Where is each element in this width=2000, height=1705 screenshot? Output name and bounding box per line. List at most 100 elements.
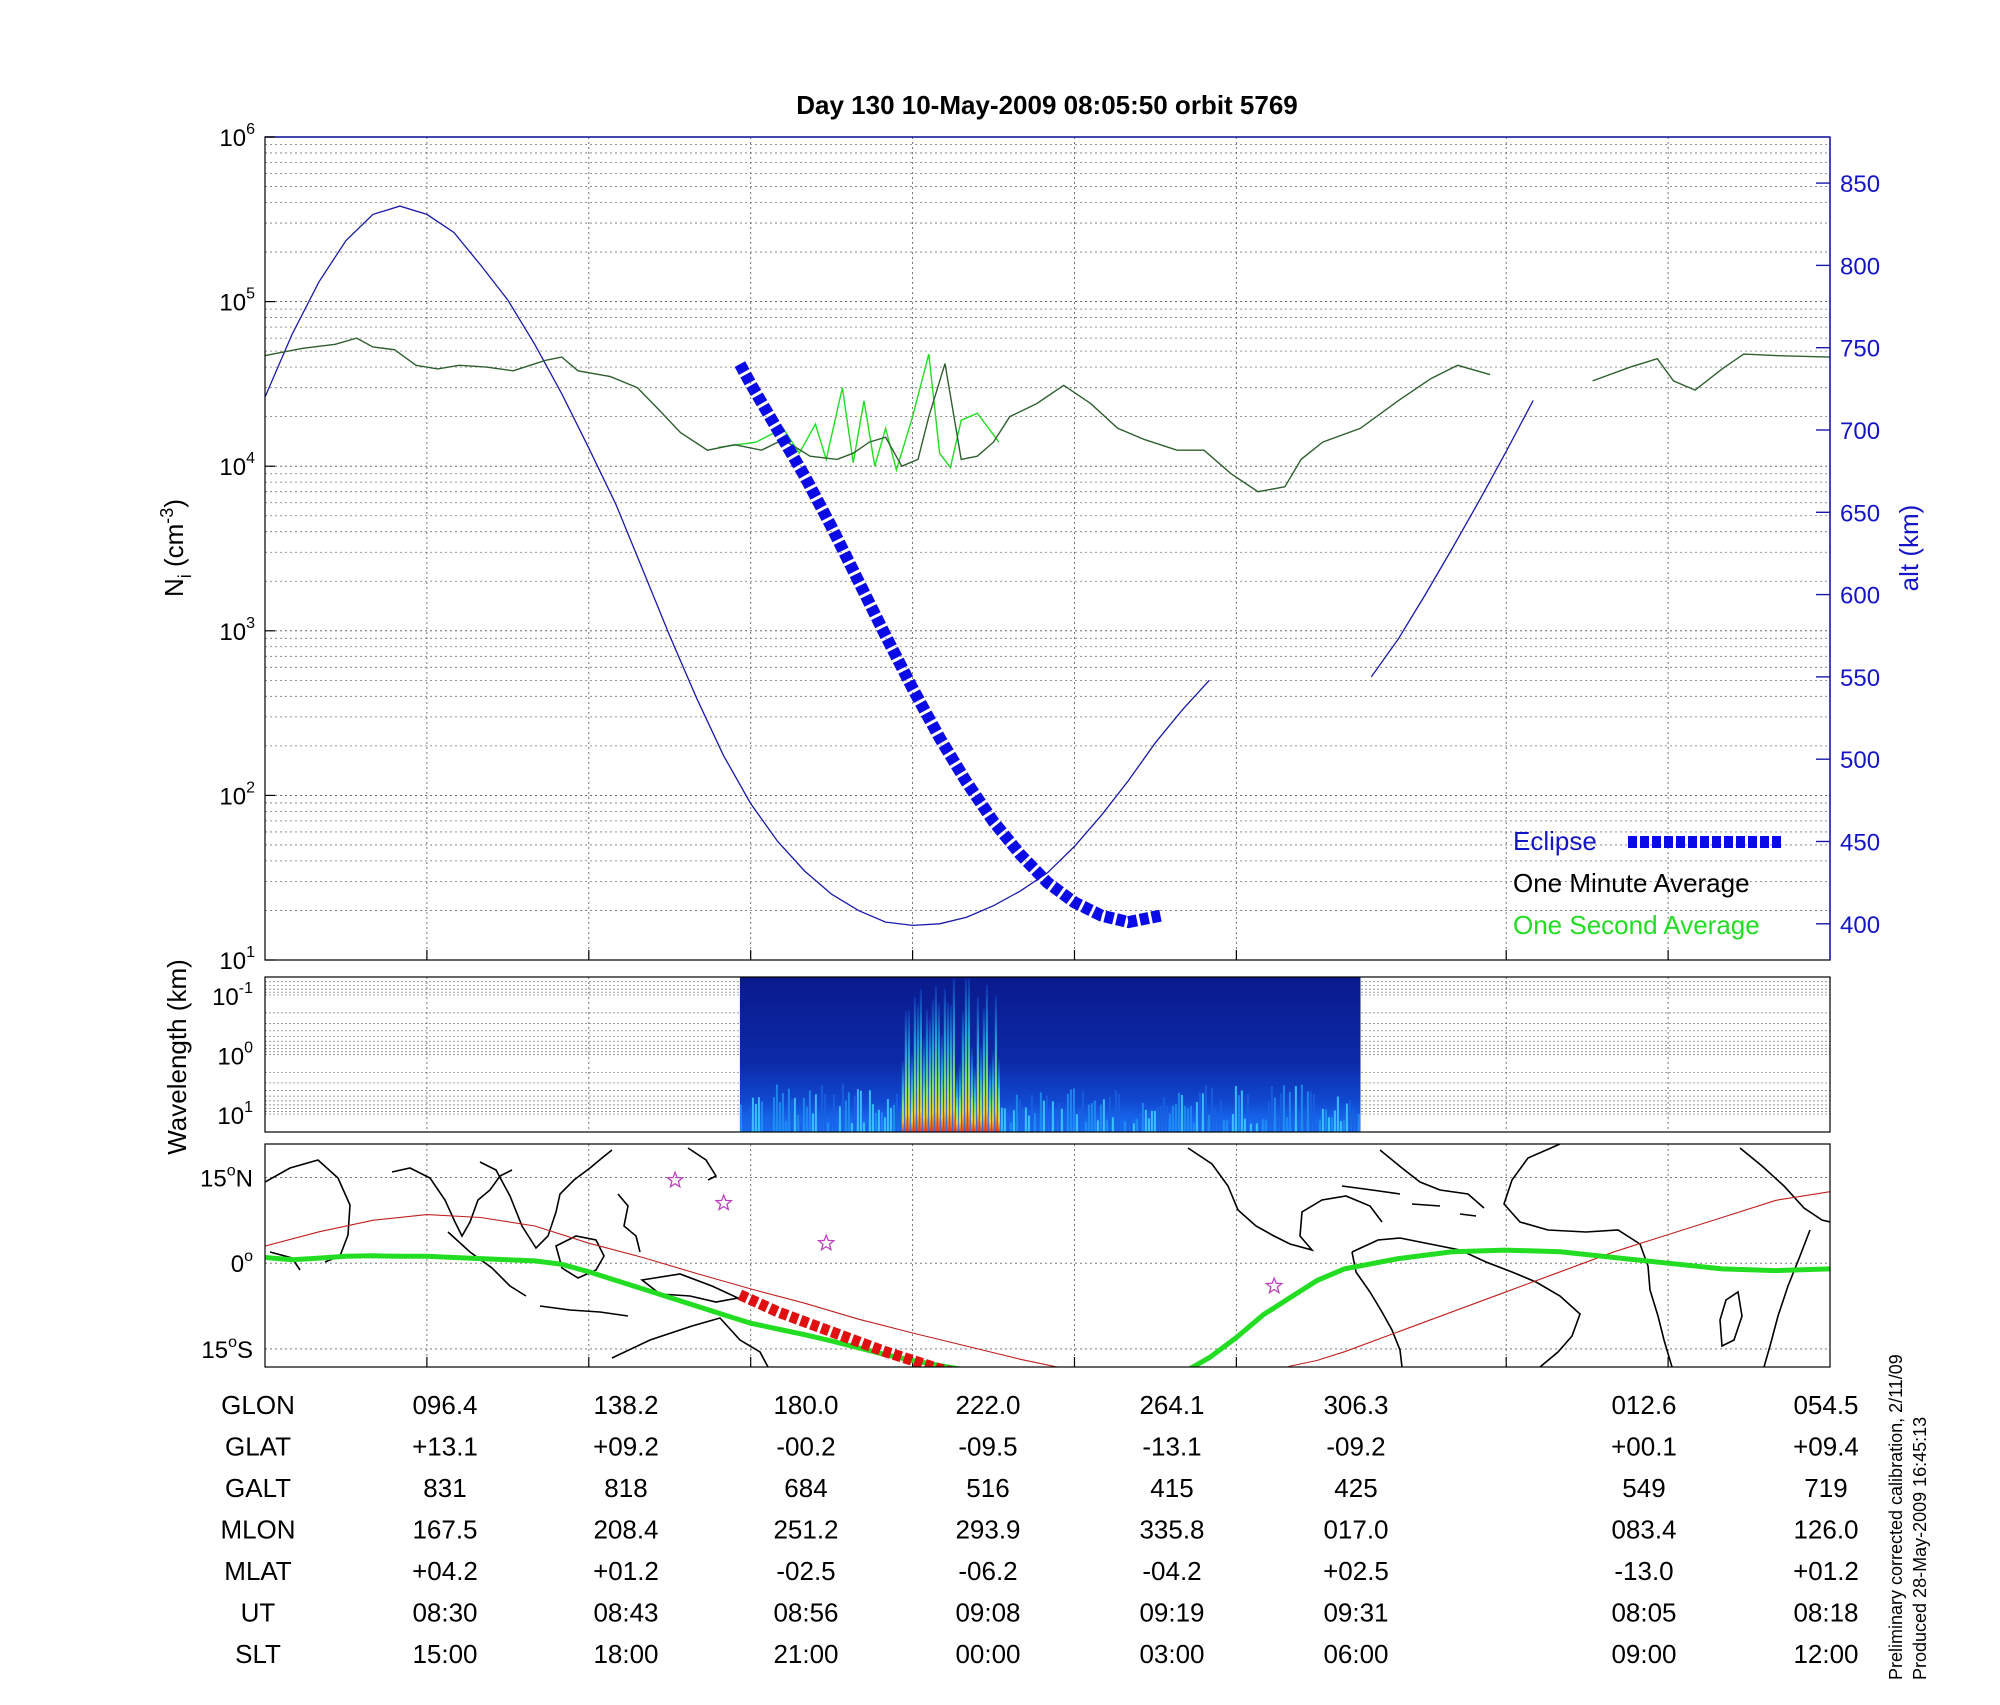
spectrogram-column (1231, 1114, 1234, 1132)
coastline-africa-horn (1739, 1147, 1830, 1367)
table-cell: 09:08 (955, 1598, 1020, 1628)
spectrogram-column (1330, 1117, 1333, 1132)
spectrogram-column (1057, 1102, 1060, 1132)
tick-base: 10 (219, 619, 246, 646)
table-cell: 138.2 (593, 1390, 658, 1420)
spectrogram-column (1135, 1119, 1138, 1132)
tick-base: 10 (219, 290, 246, 317)
spectrogram-column (1099, 1104, 1102, 1132)
table-cell: 08:43 (593, 1598, 658, 1628)
spectrogram-column (784, 1120, 787, 1132)
spectrogram-column (1342, 1120, 1345, 1132)
spectrogram-column (1030, 1095, 1033, 1132)
spectrogram-column (856, 1089, 859, 1132)
spectrogram-column (859, 1090, 862, 1132)
coastline-south-america (1351, 1237, 1581, 1367)
spectrogram-column (1123, 1121, 1126, 1132)
orbit-info-table: GLON 096.4 138.2 180.0 222.0 264.1 306.3 012.6 0… (220, 1390, 1858, 1669)
spectrogram-column (1084, 1121, 1087, 1132)
spectrogram-column (1069, 1089, 1072, 1132)
spectrogram-column (1261, 1119, 1264, 1132)
spectrogram-enhanced-column (952, 978, 955, 1132)
top-data-series (265, 205, 1830, 929)
spectrogram-column (1015, 1094, 1018, 1132)
spectrogram-column (1144, 1109, 1147, 1132)
table-cell: 00:00 (955, 1639, 1020, 1669)
spectrogram-column (751, 1097, 754, 1132)
lat-degrees: 15 (200, 1165, 227, 1192)
spectrogram-column (841, 1084, 844, 1132)
spectrogram-column (1051, 1101, 1054, 1132)
table-row-label: MLAT (224, 1556, 292, 1586)
spectrogram-column (1168, 1113, 1171, 1132)
legend-eclipse-label: Eclipse (1513, 826, 1597, 856)
spectrogram-column (1339, 1121, 1342, 1132)
spectrogram-column (1072, 1088, 1075, 1132)
tick-exponent: 1 (244, 1099, 253, 1116)
spectrogram-column (1012, 1110, 1015, 1132)
altitude-tick-label: 800 (1840, 253, 1880, 280)
spectrogram-column (1327, 1117, 1330, 1132)
spectrogram-column (1009, 1122, 1012, 1132)
spectrogram-enhanced-column (910, 1053, 913, 1132)
altitude-tick-label: 650 (1840, 500, 1880, 527)
spectrogram-column (1042, 1100, 1045, 1132)
spectrogram-enhanced-column (934, 985, 937, 1132)
spectrogram-column (1066, 1093, 1069, 1132)
bottom-gridlines (265, 1144, 1830, 1367)
altitude-tick-label: 600 (1840, 583, 1880, 610)
tick-exponent: -1 (239, 980, 253, 997)
spectrogram-column (877, 1109, 880, 1132)
table-row-label: GLAT (225, 1432, 291, 1462)
spectrogram-column (1093, 1100, 1096, 1132)
bottom-axes-box (264, 1143, 1831, 1368)
spectrogram-column (799, 1122, 802, 1132)
spectrogram-enhanced-column (973, 1066, 976, 1132)
coastline-new-guinea (640, 1273, 741, 1303)
spectrogram-column (1336, 1096, 1339, 1132)
lat-degrees: 0 (231, 1251, 244, 1278)
spectrogram-column (1039, 1092, 1042, 1132)
table-cell: 012.6 (1611, 1390, 1676, 1420)
wavelength-tick-label: 100 (217, 1040, 253, 1071)
spectrogram-column (1000, 1107, 1003, 1132)
table-row-label: SLT (235, 1639, 281, 1669)
tick-base: 10 (219, 125, 246, 152)
spectrogram-column (1345, 1103, 1348, 1132)
lat-degrees: 15 (201, 1337, 228, 1364)
spectrogram-enhanced-column (928, 1017, 931, 1132)
spectrogram-column (862, 1122, 865, 1132)
table-cell: 08:30 (412, 1598, 477, 1628)
tick-exponent: 5 (246, 286, 255, 303)
spectrogram-column (1162, 1097, 1165, 1132)
bottom-data-series (265, 1170, 1830, 1367)
spectrogram-column (1312, 1094, 1315, 1132)
spectrogram-enhanced-column (997, 1059, 1000, 1132)
lat-hemisphere: N (236, 1165, 253, 1192)
density-tick-label: 101 (219, 944, 255, 975)
table-cell: 251.2 (773, 1515, 838, 1545)
coastline-africa-east (265, 1159, 351, 1271)
spectrogram-column (748, 1107, 751, 1132)
density-label-exp: -3 (157, 508, 177, 524)
table-cell: -04.2 (1142, 1556, 1201, 1586)
table-cell: -13.0 (1614, 1556, 1673, 1586)
spectrogram-column (1201, 1093, 1204, 1132)
spectrogram-enhanced-column (961, 1011, 964, 1132)
spectrogram-column (1288, 1092, 1291, 1132)
spectrogram-column (1243, 1118, 1246, 1132)
spectrogram-column (823, 1094, 826, 1132)
spectrogram-column (1258, 1114, 1261, 1132)
table-cell: 096.4 (412, 1390, 477, 1420)
spectrogram-column (802, 1098, 805, 1132)
spectrogram-column (775, 1084, 778, 1132)
coastline-india (391, 1167, 513, 1238)
table-cell: 09:31 (1323, 1598, 1388, 1628)
spectrogram-column (1165, 1105, 1168, 1132)
footnote-line-2: Produced 28-May-2009 16:45:13 (1910, 1417, 1930, 1680)
spectrogram-column (1114, 1090, 1117, 1132)
tick-base: 10 (217, 1103, 244, 1130)
one-second-average-line (718, 353, 1000, 473)
spectrogram-column (1102, 1099, 1105, 1132)
